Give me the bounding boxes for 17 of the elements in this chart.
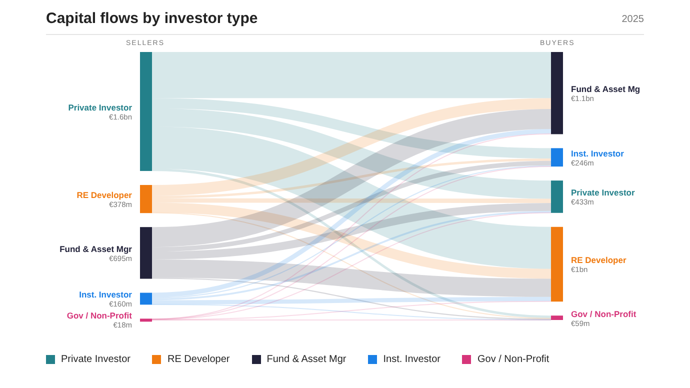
category-label: Private Investor xyxy=(61,354,130,365)
category-label: Private Investor xyxy=(68,102,133,112)
category-label: Fund & Asset Mgr xyxy=(266,354,346,365)
category-label: Fund & Asset Mgr xyxy=(60,244,133,254)
category-label: Inst. Investor xyxy=(571,148,625,158)
text: 2025 xyxy=(622,14,644,25)
category-label: RE Developer xyxy=(76,190,133,200)
category-label: Fund & Asset Mg xyxy=(571,84,640,94)
text: Capital flows by investor type xyxy=(46,10,258,27)
category-label: RE Developer xyxy=(167,354,230,365)
category-label: Gov / Non-Profit xyxy=(571,308,636,319)
category-label: Inst. Investor xyxy=(79,290,133,300)
category-label: Private Investor xyxy=(571,188,636,198)
category-label: Gov / Non-Profit xyxy=(66,310,132,320)
category-label: RE Developer xyxy=(571,255,627,266)
category-label: Gov / Non-Profit xyxy=(477,354,550,365)
category-label: Inst. Investor xyxy=(383,354,440,365)
